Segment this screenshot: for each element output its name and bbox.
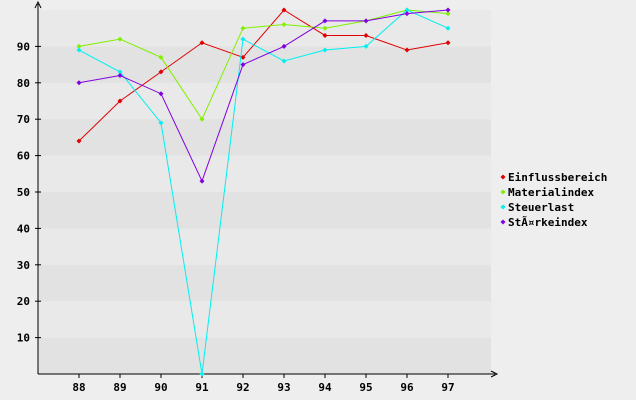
data-point xyxy=(76,138,82,144)
legend-item: StÃ¤rkeindex xyxy=(500,216,588,229)
data-point xyxy=(158,120,164,126)
y-tick-label: 40 xyxy=(17,222,30,235)
data-point xyxy=(117,69,123,75)
y-tick-label: 60 xyxy=(17,150,30,163)
legend: Einflussbereich Materialindex Steuerlast St… xyxy=(500,171,607,229)
legend-marker xyxy=(500,174,506,180)
data-point xyxy=(199,40,205,46)
data-point xyxy=(322,25,328,31)
data-point xyxy=(76,80,82,86)
legend-item: Materialindex xyxy=(500,186,594,199)
series-3 xyxy=(76,7,451,184)
data-point xyxy=(240,36,246,42)
data-point xyxy=(117,98,123,104)
data-point xyxy=(199,116,205,122)
series-2 xyxy=(76,7,451,377)
data-point xyxy=(363,43,369,49)
grid-band xyxy=(38,82,491,120)
grid-band xyxy=(38,155,491,192)
data-point xyxy=(76,47,82,53)
x-tick-label: 89 xyxy=(113,381,126,394)
grid-band xyxy=(38,228,491,265)
data-point xyxy=(117,36,123,42)
data-point xyxy=(76,43,82,49)
data-point xyxy=(445,40,451,46)
data-point xyxy=(322,32,328,38)
data-point xyxy=(363,32,369,38)
y-tick-label: 80 xyxy=(17,77,30,90)
data-point xyxy=(281,58,287,64)
legend-item: Steuerlast xyxy=(500,201,574,214)
x-tick-label: 96 xyxy=(400,381,414,394)
data-point xyxy=(281,7,287,13)
legend-label: StÃ¤rkeindex xyxy=(508,216,588,229)
data-point xyxy=(404,47,410,53)
x-tick-label: 92 xyxy=(236,381,249,394)
data-point xyxy=(240,54,246,60)
data-point xyxy=(404,11,410,17)
data-point xyxy=(445,25,451,31)
x-tick-label: 93 xyxy=(277,381,290,394)
legend-item: Einflussbereich xyxy=(500,171,607,184)
legend-marker xyxy=(500,204,506,210)
series-1 xyxy=(76,7,451,122)
x-tick-label: 88 xyxy=(72,381,85,394)
series-line xyxy=(78,9,449,183)
grid-band xyxy=(38,301,491,338)
x-tick-label: 90 xyxy=(154,381,167,394)
data-point xyxy=(404,7,410,13)
y-axis-arrow xyxy=(34,0,42,9)
grid-band xyxy=(38,119,491,156)
y-tick-label: 90 xyxy=(17,40,30,53)
grid-band xyxy=(38,337,491,374)
data-point xyxy=(322,18,328,24)
grid-bands xyxy=(38,10,491,374)
data-point xyxy=(445,11,451,17)
legend-label: Einflussbereich xyxy=(508,171,607,184)
legend-marker xyxy=(500,189,506,195)
y-tick-label: 50 xyxy=(17,186,30,199)
legend-label: Materialindex xyxy=(508,186,594,199)
data-point xyxy=(158,69,164,75)
x-tick-label: 95 xyxy=(359,381,372,394)
data-point xyxy=(363,18,369,24)
data-point xyxy=(117,73,123,79)
series-line xyxy=(78,9,449,121)
data-point xyxy=(281,22,287,28)
grid-band xyxy=(38,264,491,302)
legend-marker xyxy=(500,219,506,225)
data-point xyxy=(281,43,287,49)
x-tick-label: 91 xyxy=(195,381,209,394)
grid-band xyxy=(38,10,491,47)
legend-label: Steuerlast xyxy=(508,201,574,214)
data-point xyxy=(240,25,246,31)
series-line xyxy=(78,9,449,142)
x-axis-arrow xyxy=(490,370,499,378)
series-layer xyxy=(76,7,451,377)
data-point xyxy=(322,47,328,53)
axes: 10 20 30 40 50 60 70 80 90 88 89 90 91 92 93 94 95 96 97 xyxy=(17,0,499,394)
y-tick-label: 20 xyxy=(17,295,30,308)
data-point xyxy=(158,91,164,97)
y-tick-label: 30 xyxy=(17,259,30,272)
series-line xyxy=(78,9,449,375)
series-0 xyxy=(76,7,451,144)
data-point xyxy=(240,62,246,68)
data-point xyxy=(158,54,164,60)
x-tick-label: 94 xyxy=(318,381,332,394)
data-point xyxy=(199,178,205,184)
y-tick-label: 70 xyxy=(17,113,30,126)
x-tick-label: 97 xyxy=(441,381,454,394)
data-point xyxy=(445,7,451,13)
y-tick-label: 10 xyxy=(17,332,30,345)
data-point xyxy=(199,371,205,377)
grid-band xyxy=(38,192,491,229)
